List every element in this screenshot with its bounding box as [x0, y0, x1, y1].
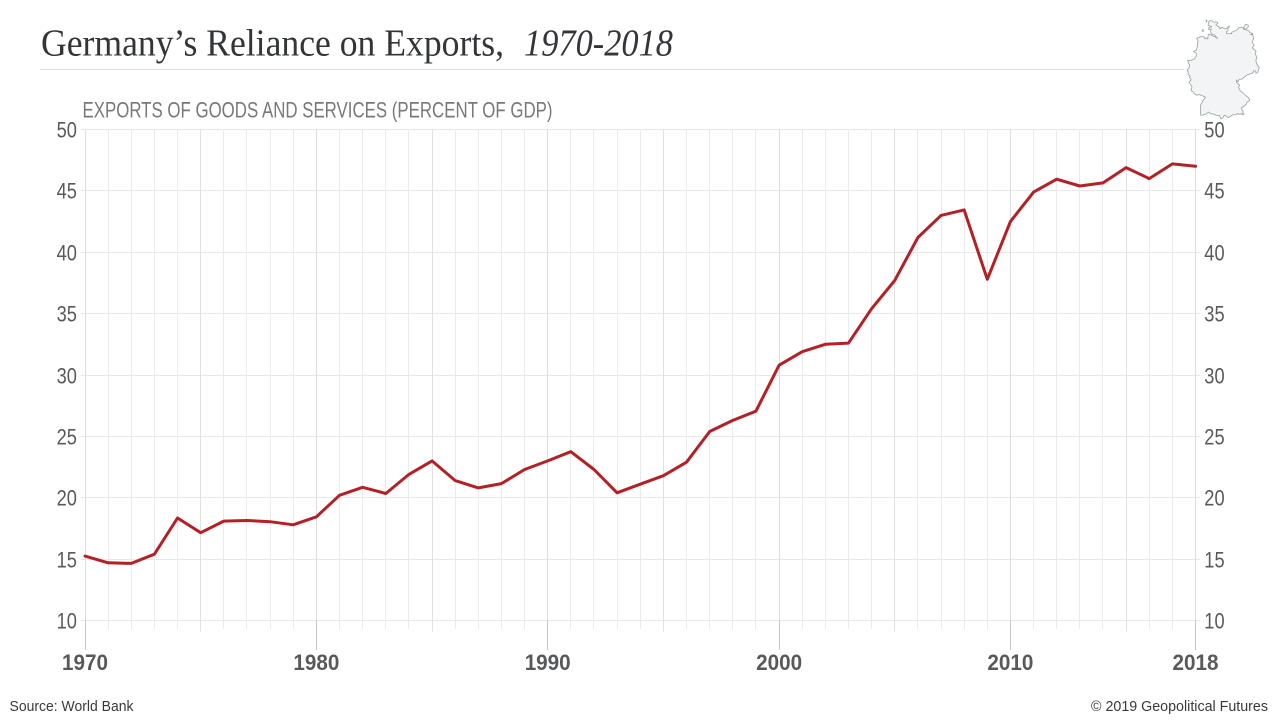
svg-text:30: 30	[57, 364, 77, 389]
svg-text:1970: 1970	[62, 650, 108, 675]
svg-text:2010: 2010	[987, 650, 1033, 675]
svg-text:45: 45	[1204, 179, 1224, 204]
svg-text:25: 25	[1204, 425, 1224, 450]
svg-text:35: 35	[57, 302, 77, 327]
svg-text:1990: 1990	[525, 650, 571, 675]
svg-text:35: 35	[1204, 302, 1224, 327]
svg-text:25: 25	[57, 425, 77, 450]
svg-text:10: 10	[57, 609, 77, 634]
svg-text:1970-2018: 1970-2018	[524, 23, 673, 65]
svg-text:15: 15	[1204, 548, 1224, 573]
svg-text:EXPORTS OF GOODS AND SERVICES: EXPORTS OF GOODS AND SERVICES (PERCENT O…	[83, 98, 553, 123]
svg-text:1980: 1980	[293, 650, 339, 675]
svg-text:50: 50	[1204, 118, 1224, 143]
svg-text:40: 40	[1204, 241, 1224, 266]
svg-text:2000: 2000	[756, 650, 802, 675]
svg-text:Germany’s Reliance on Exports,: Germany’s Reliance on Exports,	[41, 23, 504, 65]
svg-text:40: 40	[57, 241, 77, 266]
svg-text:20: 20	[57, 486, 77, 511]
svg-text:© 2019 Geopolitical Futures: © 2019 Geopolitical Futures	[1091, 698, 1268, 715]
svg-text:2018: 2018	[1173, 650, 1219, 675]
svg-text:10: 10	[1204, 609, 1224, 634]
svg-text:50: 50	[57, 118, 77, 143]
svg-text:Source: World Bank: Source: World Bank	[10, 698, 134, 715]
svg-text:20: 20	[1204, 486, 1224, 511]
svg-text:30: 30	[1204, 364, 1224, 389]
svg-text:15: 15	[57, 548, 77, 573]
svg-text:45: 45	[57, 179, 77, 204]
